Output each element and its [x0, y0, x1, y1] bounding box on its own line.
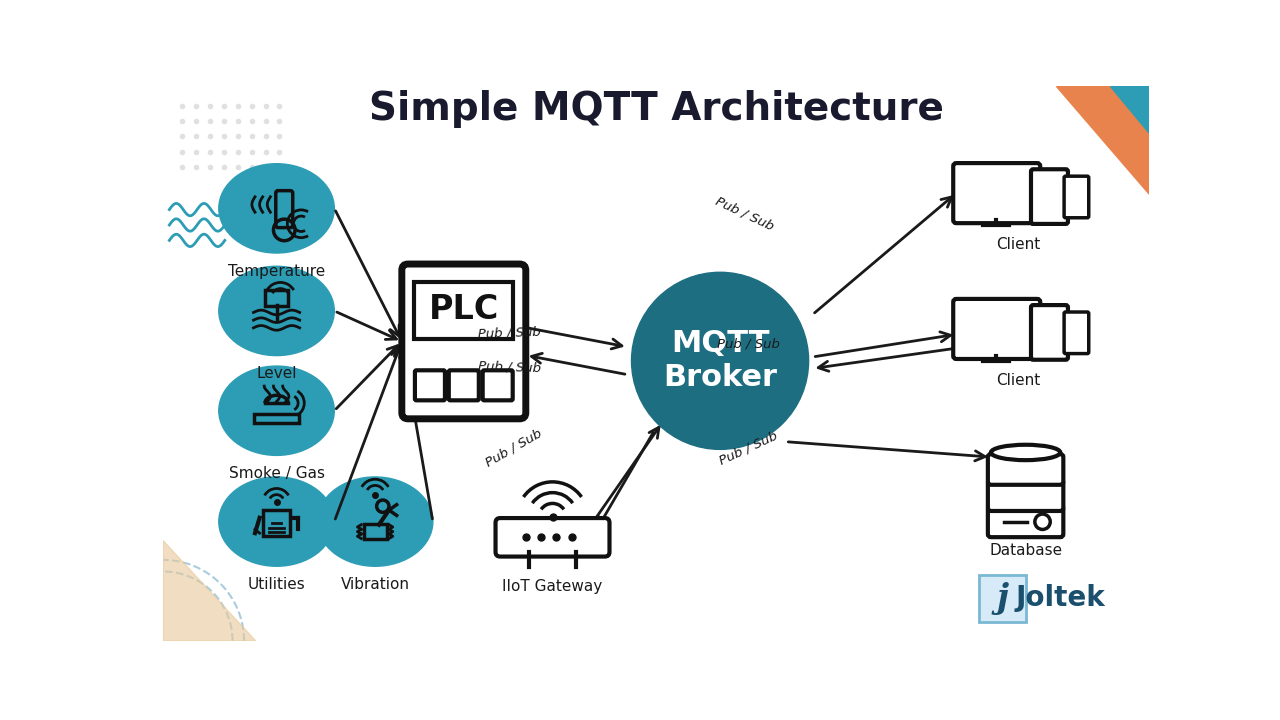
FancyArrowPatch shape — [529, 328, 622, 349]
FancyArrowPatch shape — [337, 312, 397, 339]
Text: Pub / Sub: Pub / Sub — [713, 194, 776, 233]
FancyBboxPatch shape — [449, 370, 479, 400]
FancyBboxPatch shape — [483, 370, 513, 400]
Text: PLC: PLC — [429, 292, 499, 325]
Text: j: j — [996, 582, 1009, 615]
FancyArrowPatch shape — [818, 348, 954, 372]
FancyArrowPatch shape — [335, 347, 401, 519]
Text: Utilities: Utilities — [247, 577, 306, 592]
Text: Client: Client — [996, 373, 1041, 388]
FancyArrowPatch shape — [814, 197, 952, 312]
FancyBboxPatch shape — [988, 480, 1064, 511]
Text: Simple MQTT Architecture: Simple MQTT Architecture — [369, 91, 943, 128]
Text: Pub / Sub: Pub / Sub — [477, 360, 541, 375]
FancyBboxPatch shape — [954, 299, 1041, 359]
FancyArrowPatch shape — [531, 354, 625, 374]
FancyArrowPatch shape — [337, 346, 398, 409]
Ellipse shape — [991, 445, 1060, 460]
Circle shape — [631, 272, 809, 449]
Ellipse shape — [219, 266, 334, 356]
FancyBboxPatch shape — [954, 163, 1041, 223]
FancyBboxPatch shape — [1030, 169, 1068, 224]
Ellipse shape — [219, 477, 334, 566]
Ellipse shape — [219, 366, 334, 455]
Text: Pub / Sub: Pub / Sub — [717, 338, 780, 351]
FancyArrowPatch shape — [335, 211, 399, 336]
FancyArrowPatch shape — [788, 442, 986, 461]
Text: Temperature: Temperature — [228, 264, 325, 279]
FancyArrowPatch shape — [399, 347, 433, 519]
Ellipse shape — [317, 477, 433, 566]
Text: Vibration: Vibration — [340, 577, 410, 592]
Text: Joltek: Joltek — [1015, 585, 1105, 613]
Text: Level: Level — [256, 366, 297, 382]
Ellipse shape — [219, 163, 334, 253]
Text: Pub / Sub: Pub / Sub — [717, 429, 780, 467]
Text: Pub / Sub: Pub / Sub — [477, 325, 541, 341]
FancyBboxPatch shape — [415, 370, 445, 400]
Text: Pub / Sub: Pub / Sub — [483, 427, 544, 469]
Polygon shape — [1110, 86, 1149, 132]
FancyBboxPatch shape — [415, 282, 513, 339]
Text: Broker: Broker — [663, 364, 777, 392]
FancyArrowPatch shape — [815, 332, 951, 356]
FancyBboxPatch shape — [1030, 305, 1068, 360]
FancyBboxPatch shape — [988, 454, 1064, 485]
Text: Database: Database — [989, 544, 1062, 558]
Text: Client: Client — [996, 237, 1041, 252]
Polygon shape — [1056, 86, 1149, 194]
Circle shape — [1034, 514, 1050, 529]
Polygon shape — [164, 541, 256, 641]
Text: Smoke / Gas: Smoke / Gas — [229, 466, 325, 481]
FancyBboxPatch shape — [1064, 176, 1089, 217]
FancyBboxPatch shape — [1064, 312, 1089, 354]
FancyArrowPatch shape — [598, 433, 653, 528]
FancyArrowPatch shape — [593, 427, 659, 523]
FancyBboxPatch shape — [402, 264, 526, 419]
FancyBboxPatch shape — [979, 575, 1025, 621]
Text: MQTT: MQTT — [671, 329, 769, 359]
FancyBboxPatch shape — [495, 518, 609, 557]
Text: IIoT Gateway: IIoT Gateway — [502, 579, 603, 594]
FancyBboxPatch shape — [988, 506, 1064, 537]
